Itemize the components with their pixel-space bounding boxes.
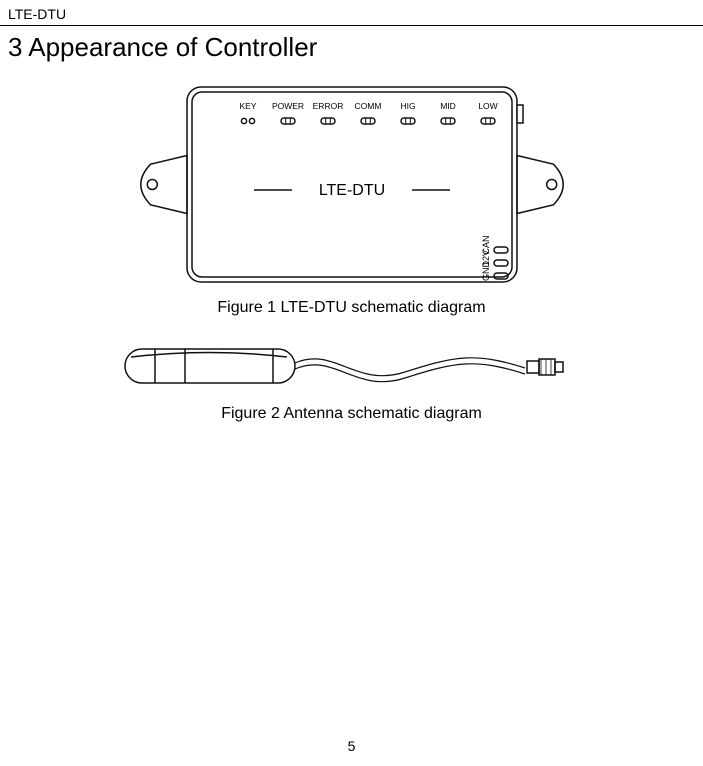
figure-2: Figure 2 Antenna schematic diagram <box>0 331 703 423</box>
svg-text:COMM: COMM <box>354 101 381 111</box>
svg-text:LTE-DTU: LTE-DTU <box>318 182 384 199</box>
page-number: 5 <box>0 738 703 754</box>
svg-text:CAN: CAN <box>481 235 491 254</box>
svg-text:ERROR: ERROR <box>312 101 343 111</box>
header-title: LTE-DTU <box>8 6 66 22</box>
lte-dtu-schematic: KEYPOWERERRORCOMMHIGMIDLOWLTE-DTUGND12VC… <box>132 75 572 295</box>
svg-text:HIG: HIG <box>400 101 415 111</box>
figure-1: KEYPOWERERRORCOMMHIGMIDLOWLTE-DTUGND12VC… <box>0 75 703 317</box>
svg-text:KEY: KEY <box>239 101 256 111</box>
antenna-schematic <box>117 331 587 401</box>
svg-text:LOW: LOW <box>478 101 497 111</box>
section-heading: 3 Appearance of Controller <box>0 26 703 71</box>
figure-1-caption: Figure 1 LTE-DTU schematic diagram <box>217 299 485 317</box>
svg-text:MID: MID <box>440 101 456 111</box>
figure-2-caption: Figure 2 Antenna schematic diagram <box>221 405 482 423</box>
svg-text:POWER: POWER <box>271 101 303 111</box>
document-header: LTE-DTU <box>0 0 703 26</box>
